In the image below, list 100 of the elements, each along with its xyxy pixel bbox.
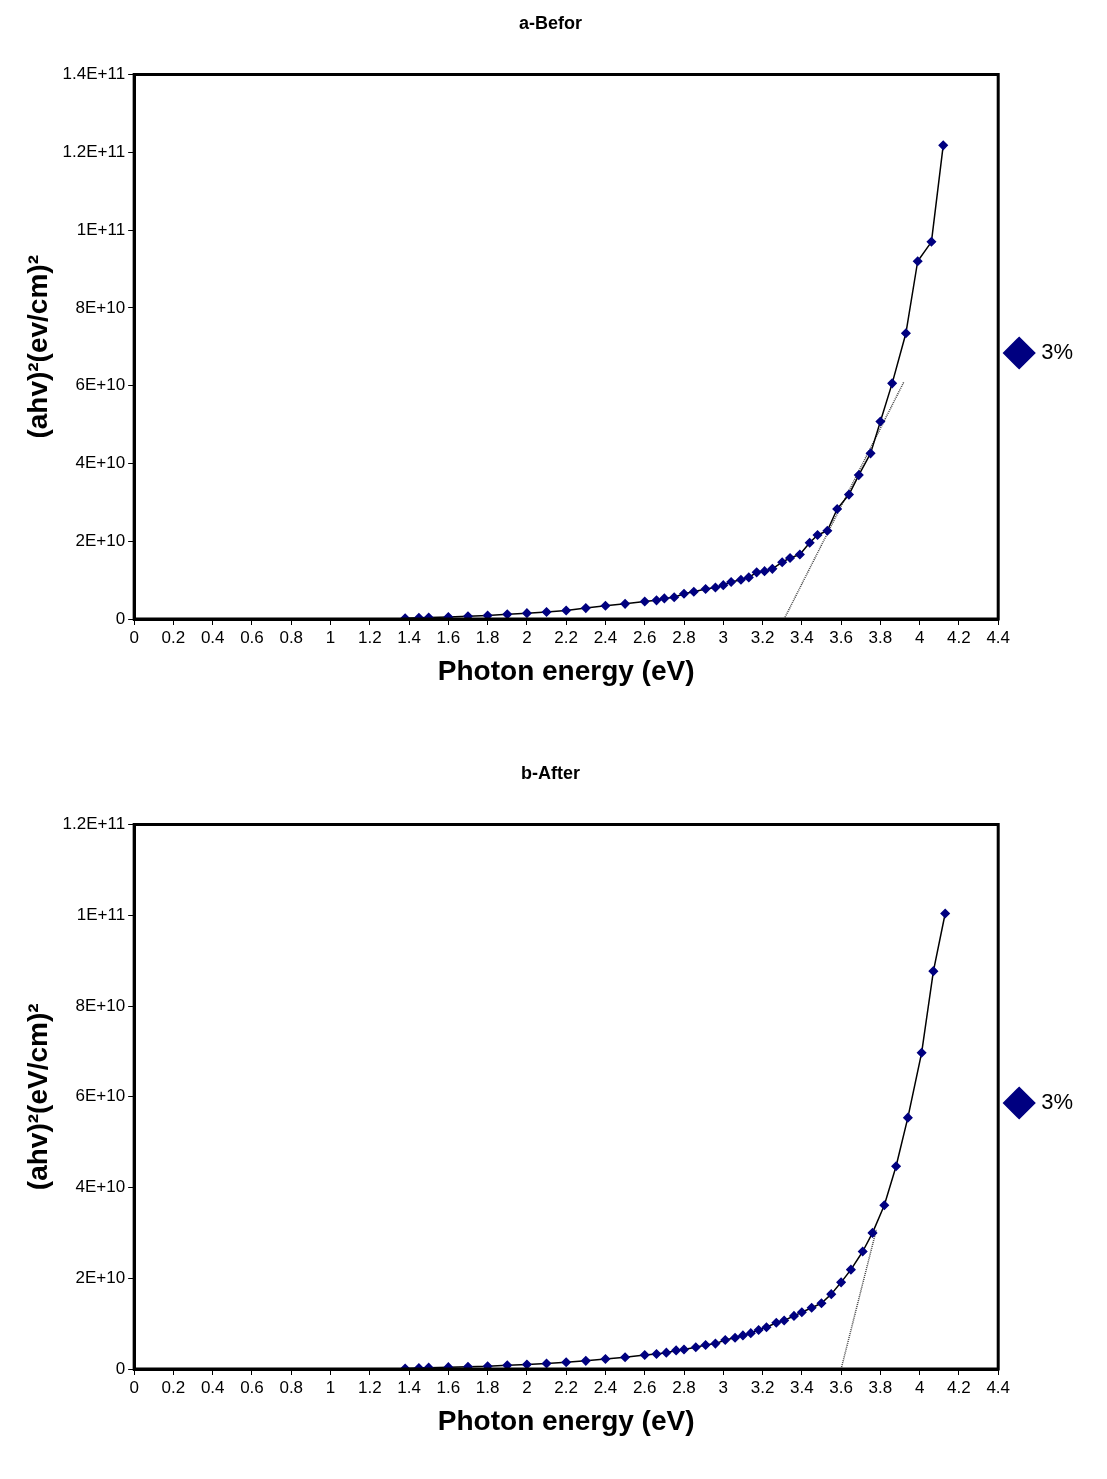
y-tick-label: 4E+10 xyxy=(75,1177,126,1197)
x-tick-label: 4 xyxy=(914,627,925,647)
point xyxy=(730,1332,740,1343)
x-tick-label: 2 xyxy=(522,1377,532,1397)
x-tick-label: 3.8 xyxy=(868,1377,893,1397)
point xyxy=(720,1335,730,1345)
point xyxy=(700,584,711,594)
x-tick-label: 4.4 xyxy=(986,627,1011,647)
point xyxy=(651,1349,662,1359)
point xyxy=(710,1338,721,1349)
x-tick-label: 0 xyxy=(129,1377,139,1397)
y-tick-label: 8E+10 xyxy=(75,995,126,1015)
x-tick-label: 1.6 xyxy=(436,627,461,647)
y-tick-label: 1E+11 xyxy=(76,905,126,925)
x-tick-label: 2.6 xyxy=(632,1377,657,1397)
point xyxy=(785,553,795,563)
point xyxy=(746,1328,756,1338)
point xyxy=(700,1340,711,1350)
point xyxy=(738,1330,748,1341)
x-tick-label: 3.4 xyxy=(790,1377,814,1397)
y-tick-label: 1E+11 xyxy=(76,219,126,239)
point xyxy=(822,525,833,536)
point xyxy=(836,1277,846,1288)
point xyxy=(867,1228,878,1238)
x-tick-label: 2.2 xyxy=(554,627,578,647)
x-tick-label: 3.4 xyxy=(790,627,814,647)
x-tick-label: 0.8 xyxy=(279,1377,304,1397)
y-tick-label: 0 xyxy=(115,1358,126,1378)
point xyxy=(620,599,630,609)
point xyxy=(854,470,864,480)
y-tick-label: 6E+10 xyxy=(75,1086,126,1106)
x-tick-label: 4.2 xyxy=(947,1377,971,1397)
x-tick-label: 0.4 xyxy=(200,627,225,647)
point xyxy=(522,1359,532,1369)
point xyxy=(789,1311,799,1321)
x-tick-label: 1 xyxy=(325,627,336,647)
x-tick-label: 3.6 xyxy=(829,627,853,647)
x-axis-title: Photon energy (eV) xyxy=(437,654,695,686)
x-tick-label: 1.2 xyxy=(357,627,382,647)
x-tick-label: 3 xyxy=(718,1377,729,1397)
x-tick-label: 2.8 xyxy=(672,627,696,647)
x-tick-label: 1.4 xyxy=(397,627,421,647)
x-tick-label: 3.2 xyxy=(750,1377,775,1397)
x-tick-label: 1.4 xyxy=(397,1377,421,1397)
y-tick-label: 1.2E+11 xyxy=(62,814,126,834)
point xyxy=(767,564,778,574)
chart-title: b-After xyxy=(521,762,580,783)
x-tick-label: 2.4 xyxy=(593,1377,618,1397)
y-tick-label: 0 xyxy=(115,608,126,628)
x-tick-label: 0.6 xyxy=(240,627,264,647)
point xyxy=(751,567,762,578)
y-tick-label: 4E+10 xyxy=(75,453,126,473)
legend-label: 3% xyxy=(1041,339,1073,365)
x-tick-label: 1.2 xyxy=(357,1377,382,1397)
y-tick-label: 2E+10 xyxy=(75,530,126,550)
point xyxy=(812,530,823,540)
point xyxy=(482,610,493,619)
point xyxy=(857,1246,868,1257)
chart-title: a-Befor xyxy=(518,12,583,33)
point xyxy=(761,1322,772,1333)
point xyxy=(463,611,473,619)
point xyxy=(816,1298,827,1308)
y-tick-label: 2E+10 xyxy=(75,1267,126,1287)
point xyxy=(804,538,815,548)
point xyxy=(726,577,736,587)
point xyxy=(938,140,948,151)
point xyxy=(679,588,689,599)
point xyxy=(891,1161,901,1171)
point xyxy=(912,256,923,266)
point xyxy=(832,504,842,514)
point xyxy=(846,1264,856,1275)
x-tick-label: 0.2 xyxy=(161,627,186,647)
point xyxy=(522,608,532,618)
point xyxy=(639,1350,650,1360)
y-tick-label: 1.2E+11 xyxy=(62,142,126,162)
point xyxy=(901,328,911,338)
point xyxy=(928,966,939,976)
x-tick-label: 1.8 xyxy=(475,1377,500,1397)
point xyxy=(710,582,721,593)
point xyxy=(561,605,571,616)
point xyxy=(502,609,513,619)
x-tick-label: 3.2 xyxy=(750,627,775,647)
y-axis-title: (ahv)²(eV/cm)² xyxy=(21,1003,53,1191)
point xyxy=(581,603,591,613)
point xyxy=(879,1200,890,1210)
x-tick-label: 2.6 xyxy=(632,627,657,647)
point xyxy=(679,1344,689,1355)
x-tick-label: 0.6 xyxy=(240,1377,264,1397)
x-tick-label: 3.8 xyxy=(868,627,893,647)
point xyxy=(916,1048,927,1058)
point xyxy=(744,572,754,583)
point xyxy=(926,237,937,247)
x-tick-label: 4.2 xyxy=(947,627,971,647)
point xyxy=(639,596,650,607)
x-tick-label: 0.8 xyxy=(279,627,304,647)
point xyxy=(463,1361,473,1369)
point xyxy=(875,416,886,427)
x-tick-label: 2.4 xyxy=(593,627,618,647)
x-tick-label: 3 xyxy=(718,627,729,647)
x-tick-label: 2.8 xyxy=(672,1377,696,1397)
